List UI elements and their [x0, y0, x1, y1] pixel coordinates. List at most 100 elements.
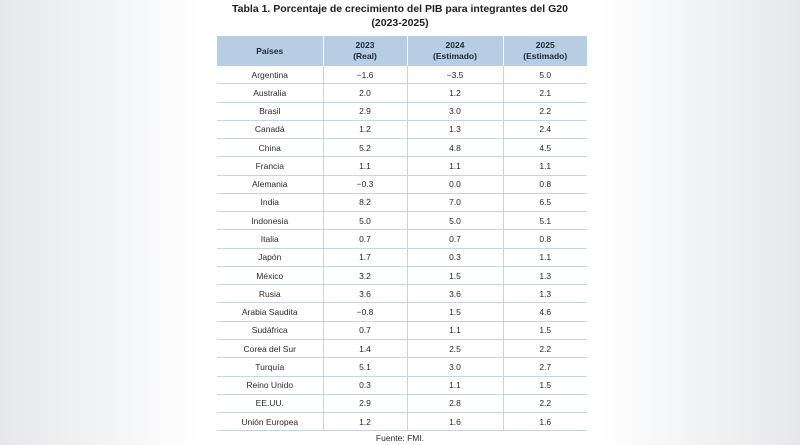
- value-2024-cell: 2.8: [407, 394, 504, 414]
- country-cell: Unión Europea: [217, 412, 324, 432]
- country-cell: Francia: [217, 156, 324, 176]
- country-cell: Corea del Sur: [217, 339, 324, 359]
- table-row: EE.UU. 2.9 2.8 2.2: [217, 394, 587, 414]
- country-cell: Canadá: [217, 120, 324, 140]
- country-cell: Reino Unido: [217, 376, 324, 395]
- header-row: Países 2023 (Real) 2024 (Estimado) 2025 (Es…: [217, 36, 587, 66]
- value-2025-cell: 1.1: [503, 156, 587, 176]
- country-cell: Australia: [217, 83, 324, 103]
- value-2023-cell: 2.9: [323, 102, 408, 121]
- country-cell: India: [217, 193, 324, 213]
- table-row: India 8.2 7.0 6.5: [217, 193, 587, 213]
- value-2024-cell: 2.5: [407, 339, 504, 359]
- value-2024-cell: 0.7: [407, 229, 504, 249]
- value-2024-cell: 1.6: [407, 412, 504, 432]
- value-2024-cell: 0.3: [407, 248, 504, 267]
- table-title: Tabla 1. Porcentaje de crecimiento del P…: [200, 2, 600, 30]
- value-2025-cell: 0.8: [503, 229, 587, 249]
- value-2025-cell: 1.5: [503, 321, 587, 340]
- header-2023-note: (Real): [353, 51, 377, 61]
- value-2024-cell: 1.5: [407, 266, 504, 286]
- value-2023-cell: 0.7: [323, 321, 408, 340]
- value-2025-cell: 0.8: [503, 175, 587, 194]
- value-2025-cell: 2.2: [503, 394, 587, 414]
- value-2025-cell: 1.5: [503, 376, 587, 395]
- header-2024: 2024 (Estimado): [407, 36, 504, 66]
- table-row: Arabia Saudita −0.8 1.5 4.6: [217, 302, 587, 322]
- value-2023-cell: −0.3: [323, 175, 408, 194]
- country-cell: EE.UU.: [217, 394, 324, 414]
- value-2025-cell: 1.3: [503, 266, 587, 286]
- value-2024-cell: 1.5: [407, 302, 504, 322]
- value-2024-cell: 1.3: [407, 120, 504, 140]
- header-paises-label: Países: [256, 45, 284, 56]
- header-paises: Países: [217, 36, 324, 66]
- table-row: China 5.2 4.8 4.5: [217, 138, 587, 158]
- value-2024-cell: 1.2: [407, 83, 504, 103]
- table-row: Unión Europea 1.2 1.6 1.6: [217, 412, 587, 432]
- value-2023-cell: 8.2: [323, 193, 408, 213]
- header-2023-year: 2023: [355, 40, 375, 50]
- country-cell: México: [217, 266, 324, 286]
- country-cell: Japón: [217, 248, 324, 267]
- value-2025-cell: 2.2: [503, 339, 587, 359]
- table-row: Sudáfrica 0.7 1.1 1.5: [217, 321, 587, 340]
- value-2024-cell: 3.0: [407, 357, 504, 377]
- table-row: Brasil 2.9 3.0 2.2: [217, 102, 587, 121]
- value-2025-cell: 2.7: [503, 357, 587, 377]
- table-panel: Tabla 1. Porcentaje de crecimiento del P…: [200, 0, 600, 445]
- table-row: Rusia 3.6 3.6 1.3: [217, 284, 587, 304]
- value-2024-cell: 3.0: [407, 102, 504, 121]
- value-2023-cell: 0.3: [323, 376, 408, 395]
- value-2025-cell: 6.5: [503, 193, 587, 213]
- header-2025-note: (Estimado): [523, 51, 568, 61]
- country-cell: Italia: [217, 229, 324, 249]
- header-2024-note: (Estimado): [433, 51, 477, 61]
- value-2023-cell: 1.2: [323, 120, 408, 140]
- table-row: Turquía 5.1 3.0 2.7: [217, 357, 587, 377]
- country-cell: China: [217, 138, 324, 158]
- table-row: Italia 0.7 0.7 0.8: [217, 229, 587, 249]
- country-cell: Arabia Saudita: [217, 302, 324, 322]
- value-2024-cell: 4.8: [407, 138, 504, 158]
- table-row: Argentina −1.6 −3.5 5.0: [217, 66, 587, 85]
- value-2025-cell: 1.3: [503, 284, 587, 304]
- value-2025-cell: 4.5: [503, 138, 587, 158]
- value-2023-cell: 3.6: [323, 284, 408, 304]
- left-background: [0, 0, 200, 445]
- table-body: Argentina −1.6 −3.5 5.0 Australia 2.0 1.2 2.1 Br…: [217, 66, 587, 432]
- value-2023-cell: 1.7: [323, 248, 408, 267]
- value-2023-cell: 2.9: [323, 394, 408, 414]
- table-row: Canadá 1.2 1.3 2.4: [217, 120, 587, 140]
- table-row: Francia 1.1 1.1 1.1: [217, 156, 587, 176]
- value-2023-cell: 1.2: [323, 412, 408, 432]
- value-2023-cell: 3.2: [323, 266, 408, 286]
- value-2023-cell: −0.8: [323, 302, 408, 322]
- value-2023-cell: 2.0: [323, 83, 408, 103]
- header-2024-year: 2024: [445, 40, 465, 50]
- header-2025-year: 2025: [535, 40, 555, 50]
- table-row: Reino Unido 0.3 1.1 1.5: [217, 376, 587, 395]
- value-2024-cell: 1.1: [407, 321, 504, 340]
- table-title-line1: Tabla 1. Porcentaje de crecimiento del P…: [232, 3, 568, 15]
- value-2024-cell: 7.0: [407, 193, 504, 213]
- value-2023-cell: 1.4: [323, 339, 408, 359]
- value-2024-cell: 3.6: [407, 284, 504, 304]
- value-2025-cell: 2.4: [503, 120, 587, 140]
- value-2025-cell: 5.1: [503, 211, 587, 231]
- table-row: Corea del Sur 1.4 2.5 2.2: [217, 339, 587, 359]
- country-cell: Indonesia: [217, 211, 324, 231]
- country-cell: Brasil: [217, 102, 324, 121]
- value-2023-cell: −1.6: [323, 66, 408, 85]
- value-2024-cell: 5.0: [407, 211, 504, 231]
- table-row: Australia 2.0 1.2 2.1: [217, 83, 587, 103]
- value-2024-cell: 0.0: [407, 175, 504, 194]
- value-2025-cell: 4.6: [503, 302, 587, 322]
- country-cell: Sudáfrica: [217, 321, 324, 340]
- value-2023-cell: 5.1: [323, 357, 408, 377]
- table-row: Indonesia 5.0 5.0 5.1: [217, 211, 587, 231]
- country-cell: Rusia: [217, 284, 324, 304]
- country-cell: Argentina: [217, 66, 324, 85]
- source-note: Fuente: FMI.: [375, 433, 425, 443]
- header-2023: 2023 (Real): [323, 36, 408, 66]
